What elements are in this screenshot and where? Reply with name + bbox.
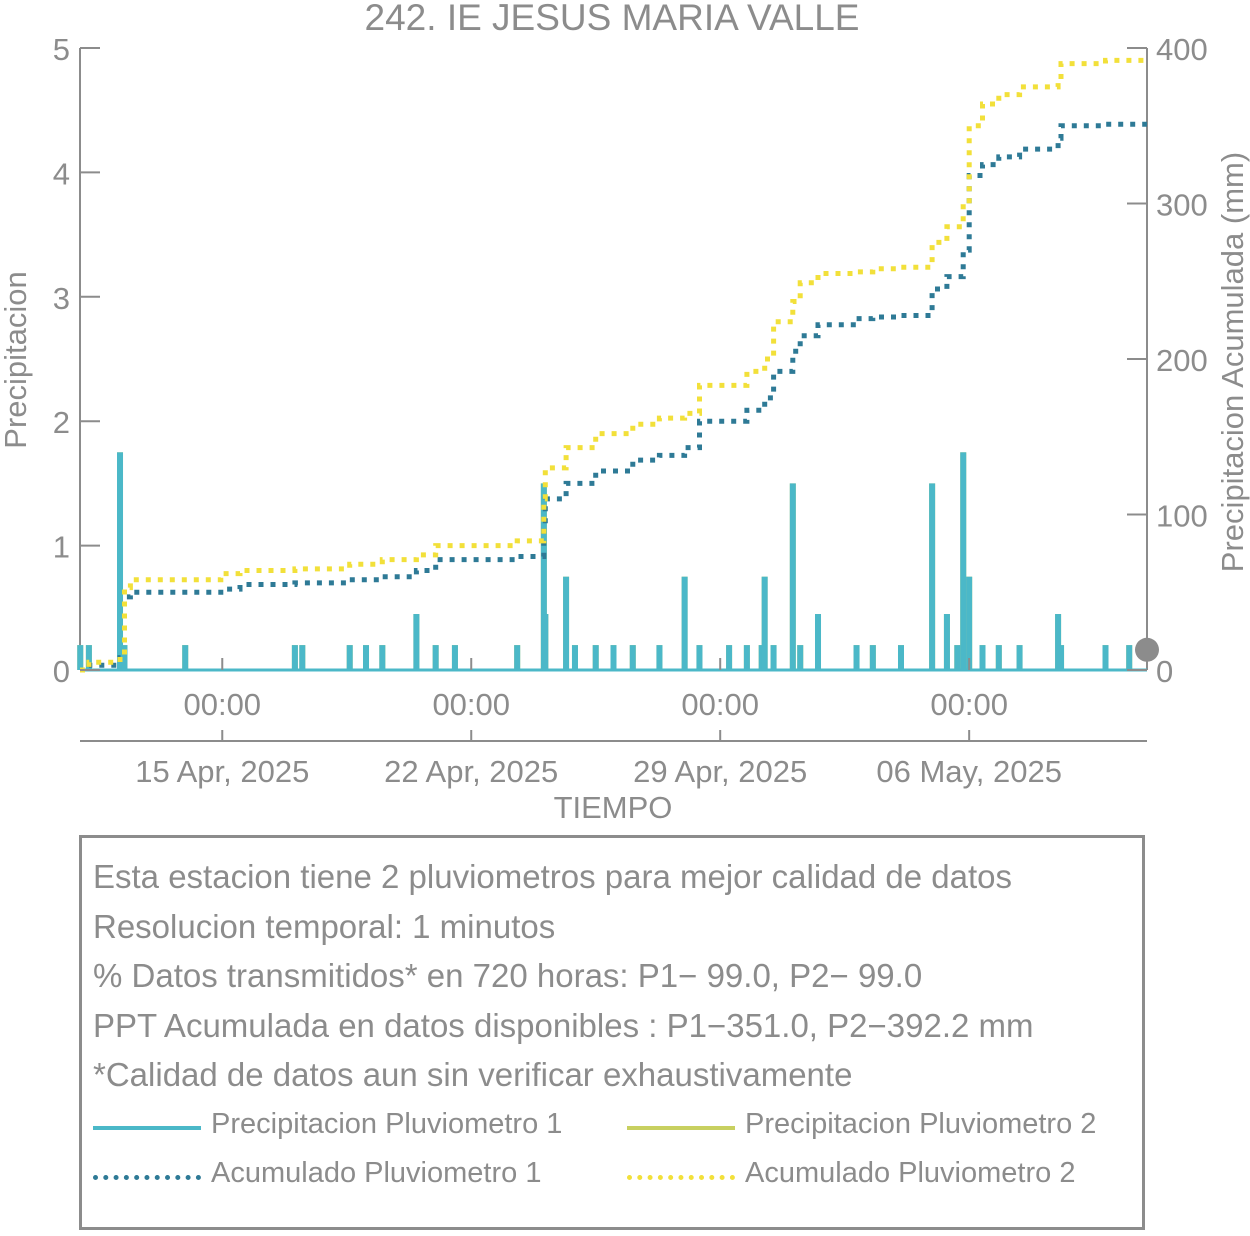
x-date-label-1: 22 Apr, 2025 (384, 754, 558, 789)
x-time-label-3: 00:00 (930, 687, 1008, 722)
precip-1-bar-11 (432, 645, 439, 670)
precip-1-bar-25 (743, 645, 750, 670)
y-tick-label-3: 3 (53, 281, 70, 316)
precip-1-bar-20 (629, 645, 636, 670)
precip-1-bar-5 (291, 645, 298, 670)
precip-1-bar-40 (979, 645, 986, 670)
y-axis-label: Precipitacion (0, 271, 33, 448)
y-tick-label-1: 1 (53, 530, 70, 565)
precip-1-bar-2 (117, 452, 124, 670)
legend-swatch-acum-2 (627, 1175, 735, 1180)
y-tick-label-4: 4 (53, 156, 70, 191)
acum-1-line (80, 121, 1147, 673)
legend-swatch-acum-1 (93, 1175, 201, 1180)
precip-1-bar-7 (346, 645, 353, 670)
precip-1-bar-17 (571, 645, 578, 670)
precip-1-bar-46 (1126, 645, 1133, 670)
legend-label-precip-1: Precipitacion Pluviometro 1 (211, 1108, 563, 1140)
precip-1-bar-41 (995, 645, 1002, 670)
precip-1-bar-29 (789, 483, 796, 670)
precip-1-bar-31 (815, 614, 822, 670)
x-time-label-2: 00:00 (681, 687, 759, 722)
legend-label-precip-2: Precipitacion Pluviometro 2 (745, 1108, 1097, 1140)
end-marker-0 (1135, 637, 1159, 662)
y2-tick-label-0: 0 (1156, 654, 1173, 689)
precip-1-bar-16 (563, 576, 570, 670)
x-date-label-0: 15 Apr, 2025 (135, 754, 309, 789)
precip-1-bar-34 (897, 645, 904, 670)
precip-1-bar-44 (1058, 645, 1065, 670)
precip-1-bar-12 (451, 645, 458, 670)
precip-1-bar-0 (77, 645, 84, 670)
precip-1-bar-28 (770, 645, 777, 670)
precip-1-bar-37 (954, 645, 961, 670)
precip-1-bar-27 (761, 576, 768, 670)
y-tick-label-0: 0 (53, 654, 70, 689)
legend-label-acum-2: Acumulado Pluviometro 2 (745, 1157, 1076, 1189)
info-line-transmitted: % Datos transmitidos* en 720 horas: P1− … (93, 957, 923, 994)
legend-swatch-precip-1 (93, 1126, 201, 1130)
precip-1-bar-33 (869, 645, 876, 670)
precip-1-bar-38 (960, 452, 967, 670)
precip-1-bar-39 (966, 576, 973, 670)
precip-1-bar-8 (363, 645, 370, 670)
y2-tick-label-3: 300 (1156, 188, 1208, 223)
acum-2-line (80, 57, 1147, 673)
precip-1-bar-1 (85, 645, 92, 670)
info-box: Esta estacion tiene 2 pluviometros para … (79, 835, 1145, 1230)
info-line-dual-gauges: Esta estacion tiene 2 pluviometros para … (93, 858, 1013, 895)
y-tick-label-5: 5 (53, 32, 70, 67)
precip-1-bar-32 (853, 645, 860, 670)
precip-1-bar-18 (592, 645, 599, 670)
precip-1-bar-9 (379, 645, 386, 670)
precip-1-bar-15 (542, 614, 549, 670)
x-time-label-0: 00:00 (183, 687, 261, 722)
precip-1-bar-35 (929, 483, 936, 670)
precip-1-bar-24 (726, 645, 733, 670)
legend-label-acum-1: Acumulado Pluviometro 1 (211, 1157, 542, 1189)
x-date-label-2: 29 Apr, 2025 (633, 754, 807, 789)
x-date-label-3: 06 May, 2025 (876, 754, 1062, 789)
y2-axis-label: Precipitacion Acumulada (mm) (1215, 152, 1250, 572)
precip-1-bar-10 (413, 614, 420, 670)
chart-title: 242. IE JESUS MARIA VALLE (365, 0, 860, 38)
x-time-label-1: 00:00 (432, 687, 510, 722)
precip-1-bar-36 (943, 614, 950, 670)
precip-1-bar-42 (1016, 645, 1023, 670)
precip-1-bar-43 (1055, 614, 1062, 670)
y2-tick-label-1: 100 (1156, 499, 1208, 534)
precip-1-bar-6 (299, 645, 306, 670)
x-axis-label: TIEMPO (554, 790, 673, 825)
precip-1-bar-21 (656, 645, 663, 670)
info-line-resolution: Resolucion temporal: 1 minutos (93, 908, 556, 945)
precip-1-bar-30 (797, 645, 804, 670)
precip-1-bar-14 (540, 483, 547, 670)
precip-1-bar-23 (696, 645, 703, 670)
chart: 242. IE JESUS MARIA VALLE Precipitacion … (0, 0, 1250, 825)
precip-1-bar-19 (610, 645, 617, 670)
info-line-quality-note: *Calidad de datos aun sin verificar exha… (93, 1056, 853, 1093)
precip-1-bar-3 (121, 645, 128, 670)
y-tick-label-2: 2 (53, 405, 70, 440)
precip-1-bar-4 (182, 645, 189, 670)
precip-1-bar-22 (681, 576, 688, 670)
legend-swatch-precip-2 (627, 1126, 735, 1130)
y2-tick-label-4: 400 (1156, 32, 1208, 67)
precip-1-bar-45 (1102, 645, 1109, 670)
info-line-accumulated: PPT Acumulada en datos disponibles : P1−… (93, 1007, 1034, 1044)
precip-1-bar-13 (514, 645, 521, 670)
y2-tick-label-2: 200 (1156, 343, 1208, 378)
